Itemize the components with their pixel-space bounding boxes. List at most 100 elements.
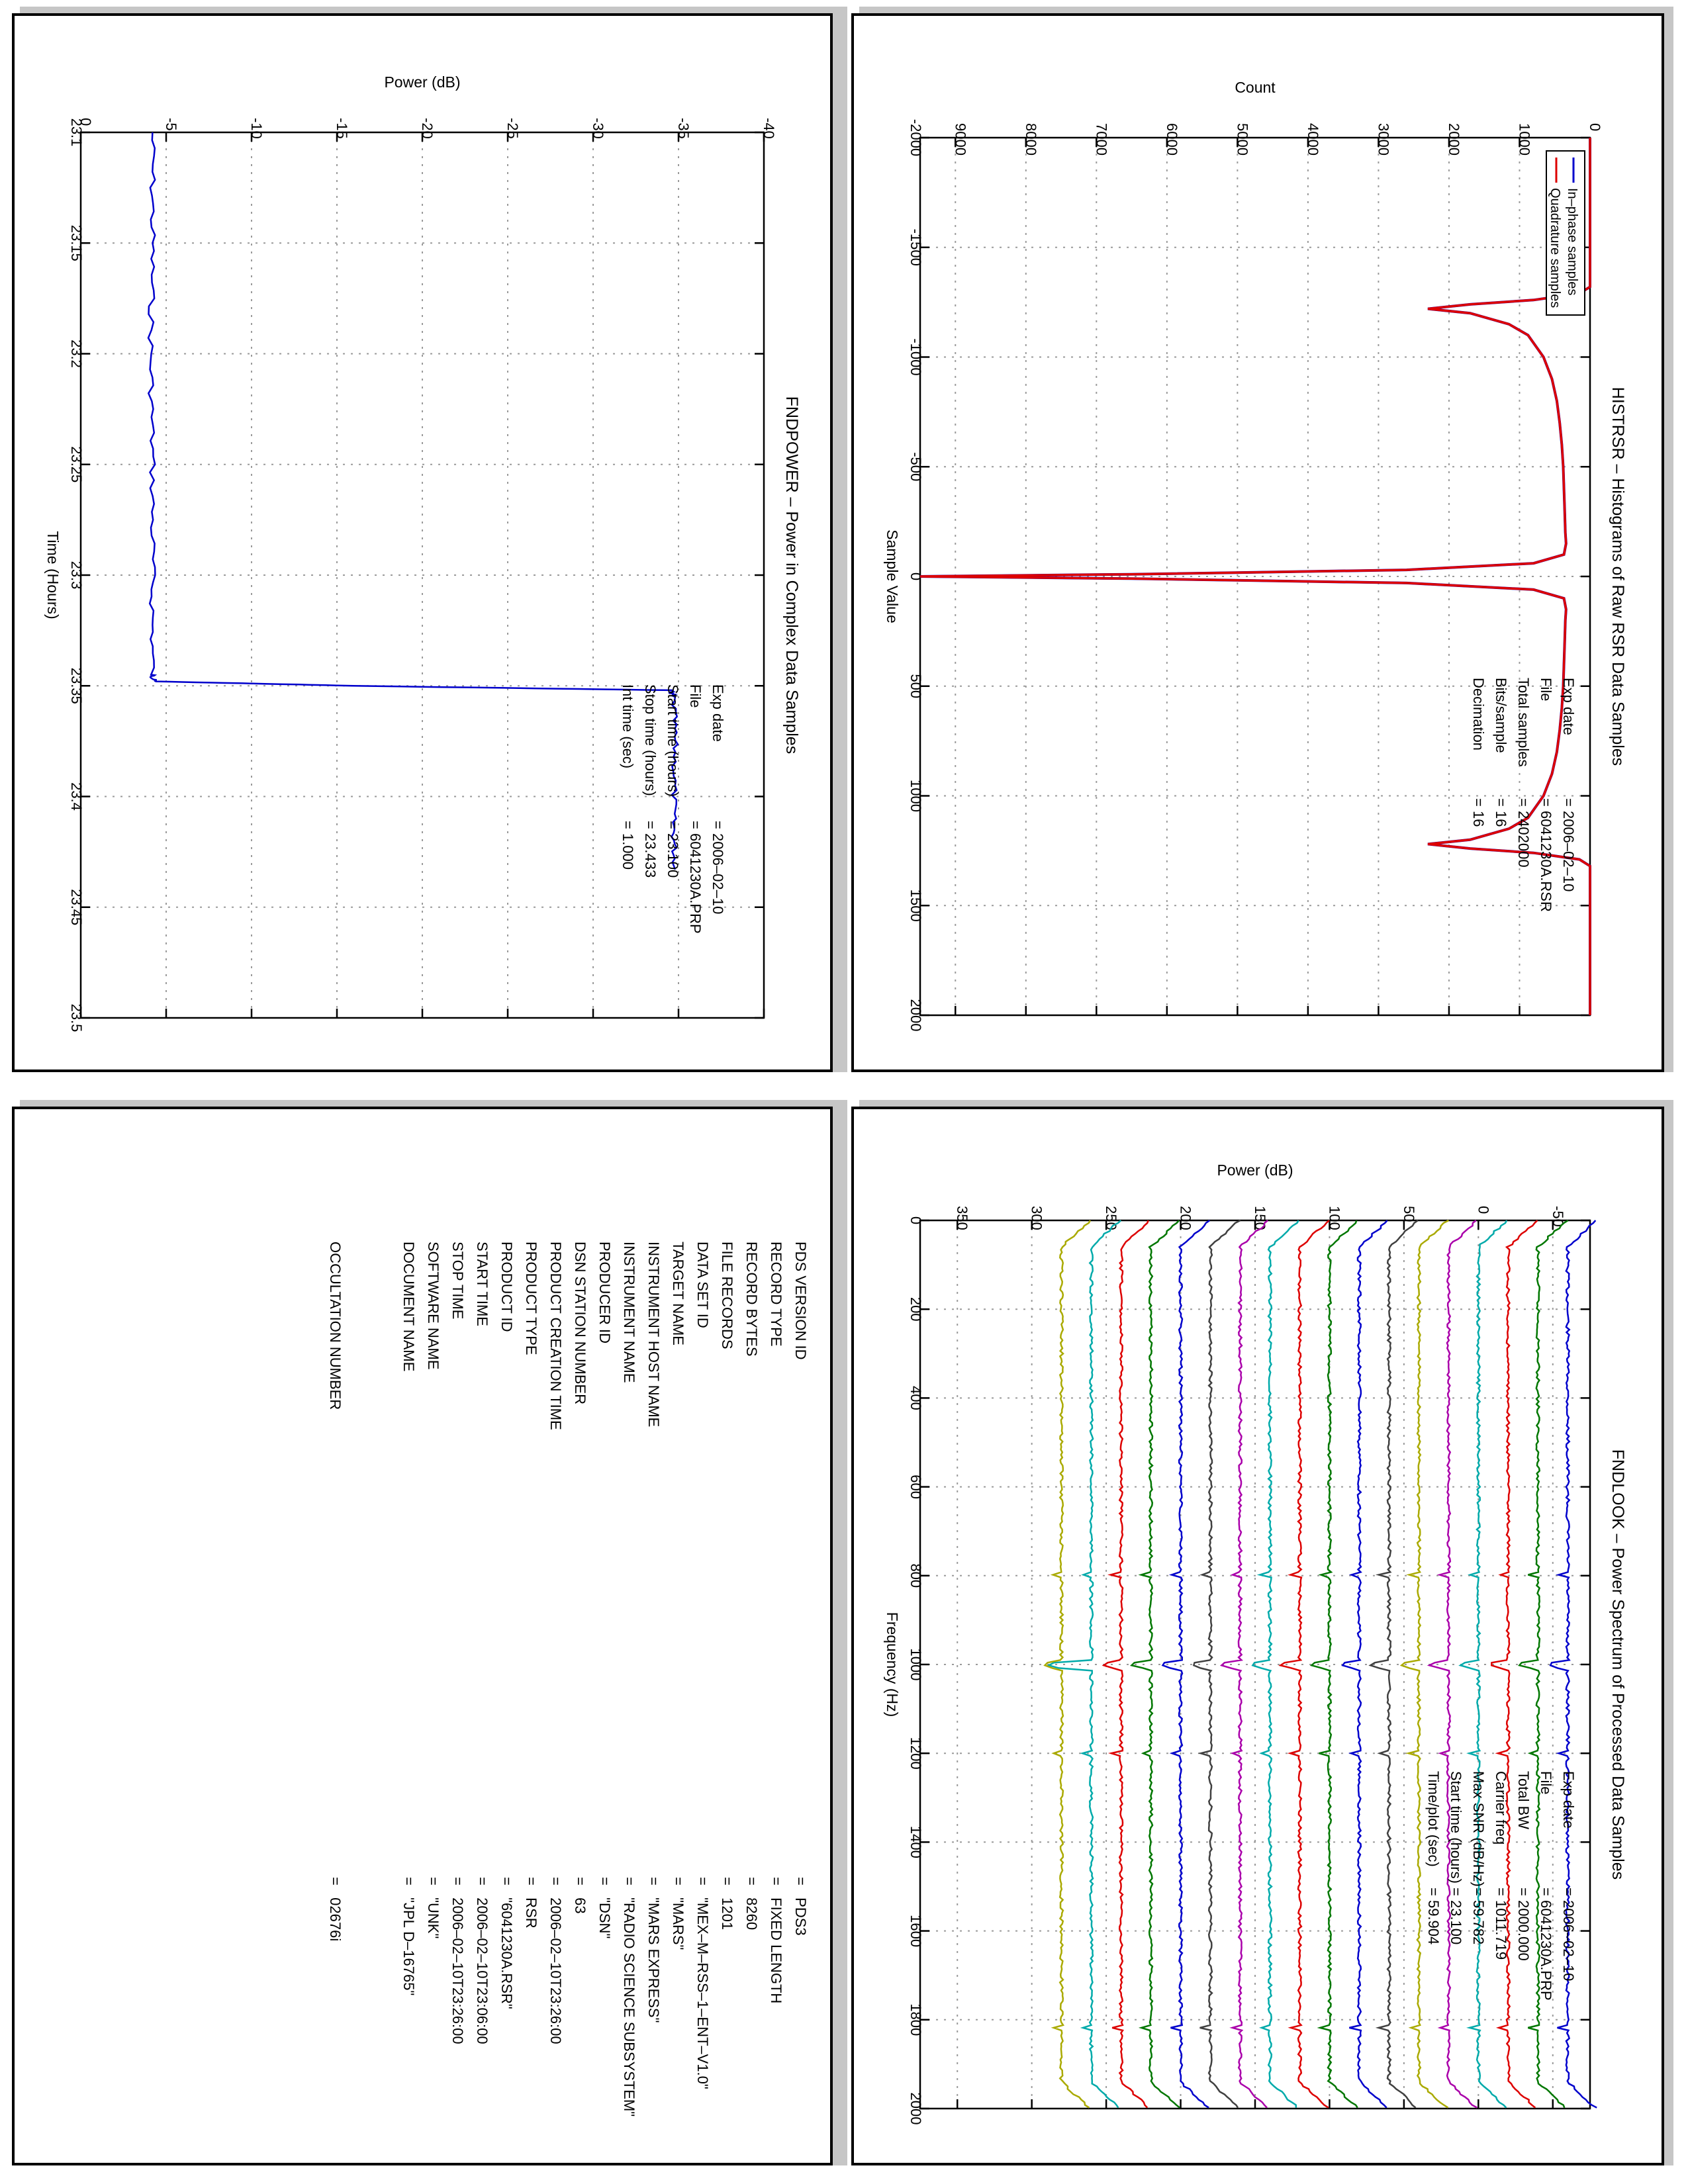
y-tick-label: 6000	[1164, 123, 1180, 156]
annotation-value: = 2006–02–10	[1560, 798, 1577, 891]
y-tick-label: 5000	[1234, 123, 1250, 156]
x-tick-label: 1200	[908, 1737, 924, 1770]
spectrum-trace	[1427, 1220, 1478, 2109]
label-key: PRODUCT TYPE	[523, 1242, 539, 1355]
spectrum-trace	[1458, 1220, 1508, 2109]
annotation-value: = 59.782	[1470, 1888, 1487, 1944]
y-tick-label: 0	[77, 118, 94, 126]
x-tick-label: -500	[908, 452, 924, 481]
label-key: PRODUCER ID	[596, 1242, 613, 1344]
histrsr-page: -2000 -1500 -1000 -500 0 500 1000 1500 2000 0 1000…	[851, 13, 1664, 1072]
label-value: = PDS3	[792, 1877, 809, 1936]
annotation-value: = 2000.000	[1515, 1888, 1532, 1961]
y-tick-label: -15	[334, 118, 350, 139]
chart-title: HISTRSR – Histograms of Raw RSR Data Sam…	[1609, 387, 1627, 766]
spectrum-trace	[1368, 1219, 1419, 2109]
label-value: = "RADIO SCIENCE SUBSYSTEM"	[621, 1877, 637, 2117]
fndpower-chart: 23.123.1523.223.2523.323.3523.423.4523.5…	[44, 73, 801, 1032]
annotation-value: = 23.433	[642, 821, 659, 878]
label-key: PRODUCT CREATION TIME	[547, 1242, 564, 1430]
plot-area: -2000-1500-1000-500050010001500200001000…	[884, 79, 1627, 1031]
y-tick-label: 50	[1401, 1206, 1417, 1222]
label-key: INSTRUMENT HOST NAME	[645, 1242, 662, 1428]
quadrature-series-line	[919, 138, 1591, 1015]
y-tick-label: 350	[954, 1206, 970, 1230]
x-tick-label: 23.35	[68, 668, 85, 704]
label-key: PDS VERSION ID	[792, 1242, 809, 1360]
label-value: = "UNK"	[425, 1877, 442, 1939]
spectrum-trace	[1399, 1219, 1449, 2109]
annotation-label: Total BW	[1515, 1771, 1532, 1829]
label-key: DOCUMENT NAME	[400, 1242, 417, 1372]
y-tick-label: 300	[1029, 1206, 1045, 1230]
label-key: INSTRUMENT NAME	[621, 1242, 637, 1383]
y-tick-label: 9000	[952, 123, 968, 156]
x-tick-label: 500	[908, 674, 924, 698]
annotation-value: = 1011.719	[1493, 1888, 1509, 1960]
label-key: PRODUCT ID	[498, 1242, 515, 1332]
legend-label: In–phase samples	[1565, 188, 1579, 295]
annotation-value: = 2006–02–10	[710, 821, 726, 914]
fndpower-page: 23.1 23.15 23.2 23.25 23.3 23.35 23.4 23.45 23.5…	[12, 13, 833, 1072]
label-key: DATA SET ID	[694, 1242, 711, 1328]
spectrum-trace	[1161, 1219, 1211, 2109]
x-axis-label: Frequency (Hz)	[884, 1612, 901, 1717]
label-key: START TIME	[474, 1242, 491, 1326]
annotation-value: = 16	[1493, 798, 1509, 827]
spectrum-trace	[1251, 1220, 1299, 2108]
y-tick-label: 4000	[1305, 123, 1321, 156]
annotation-label: Exp date	[710, 684, 726, 742]
plot-area: 23.123.1523.223.2523.323.3523.423.4523.5…	[44, 73, 801, 1032]
y-axis-label: Power (dB)	[1217, 1161, 1293, 1179]
spectrum-trace	[1518, 1219, 1569, 2109]
annotation-label: Time/plot (sec)	[1425, 1771, 1442, 1867]
y-tick-label: 100	[1326, 1206, 1342, 1230]
spectrum-trace	[1129, 1220, 1180, 2109]
annotation-value: = 6041230A.RSR	[1538, 798, 1554, 912]
histrsr-chart: -2000-1500-1000-500050010001500200001000…	[884, 79, 1627, 1031]
annotation-value: = 16	[1470, 798, 1487, 827]
y-tick-label: 150	[1252, 1206, 1268, 1230]
annotation-label: Max SNR (dB/Hz)	[1470, 1771, 1487, 1887]
x-tick-label: 200	[908, 1297, 924, 1322]
label-value: = "DSN"	[596, 1877, 613, 1939]
label-value: = 2006–02–10T23:26:00	[449, 1877, 466, 2044]
spectrum-trace	[1549, 1220, 1597, 2109]
plot-frame	[79, 131, 765, 1019]
label-key: RECORD TYPE	[768, 1242, 784, 1347]
label-value: = FIXED LENGTH	[768, 1877, 784, 2004]
annotation-value: = 6041230A.PRP	[1538, 1888, 1554, 2001]
y-tick-label: 3000	[1375, 123, 1391, 156]
spectrum-trace	[1047, 1220, 1122, 2109]
label-key: OCCULTATION NUMBER	[327, 1242, 344, 1410]
fndlook-page: 0 200 400 600 800 1000 1200 1400 1600 1800 2000 -50…	[851, 1107, 1664, 2165]
annotation-value: = 2402000	[1515, 798, 1532, 868]
legend-label: Quadrature samples	[1548, 188, 1562, 308]
x-tick-label: 800	[908, 1563, 924, 1588]
annotation-value: = 23.100	[665, 821, 681, 878]
label-key: FILE RECORDS	[719, 1242, 735, 1349]
annotation-label: Stop time (hours)	[642, 684, 659, 796]
y-tick-label: -10	[248, 118, 265, 139]
pds-label-page: PDS VERSION ID = PDS3 RECORD TYPE = FIXED L…	[12, 1107, 833, 2165]
plot-frame	[919, 1219, 1591, 2110]
x-tick-label: 1400	[908, 1826, 924, 1858]
x-tick-label: 23.25	[68, 446, 85, 482]
label-value: = 1201	[719, 1877, 735, 1931]
annotation-label: File	[687, 684, 704, 707]
spectrum-trace	[1192, 1219, 1241, 2109]
y-tick-label: 200	[1178, 1206, 1194, 1230]
label-value: = "MEX–M–RSS–1–ENT–V1.0"	[694, 1877, 711, 2089]
annotation-value: = 2006–02–10	[1560, 1888, 1577, 1981]
power-series-line	[147, 132, 679, 870]
label-value: = "MARS"	[670, 1877, 686, 1950]
spectrum-trace	[1043, 1220, 1092, 2109]
x-tick-label: 600	[908, 1475, 924, 1499]
y-tick-label: 2000	[1446, 123, 1462, 156]
x-axis-label: Sample Value	[884, 529, 901, 623]
chart-title: FNDPOWER – Power in Complex Data Samples	[782, 396, 801, 754]
y-tick-label: -25	[504, 118, 521, 139]
annotation-label: Bits/sample	[1493, 678, 1509, 753]
annotation-label: Exp date	[1560, 678, 1577, 735]
